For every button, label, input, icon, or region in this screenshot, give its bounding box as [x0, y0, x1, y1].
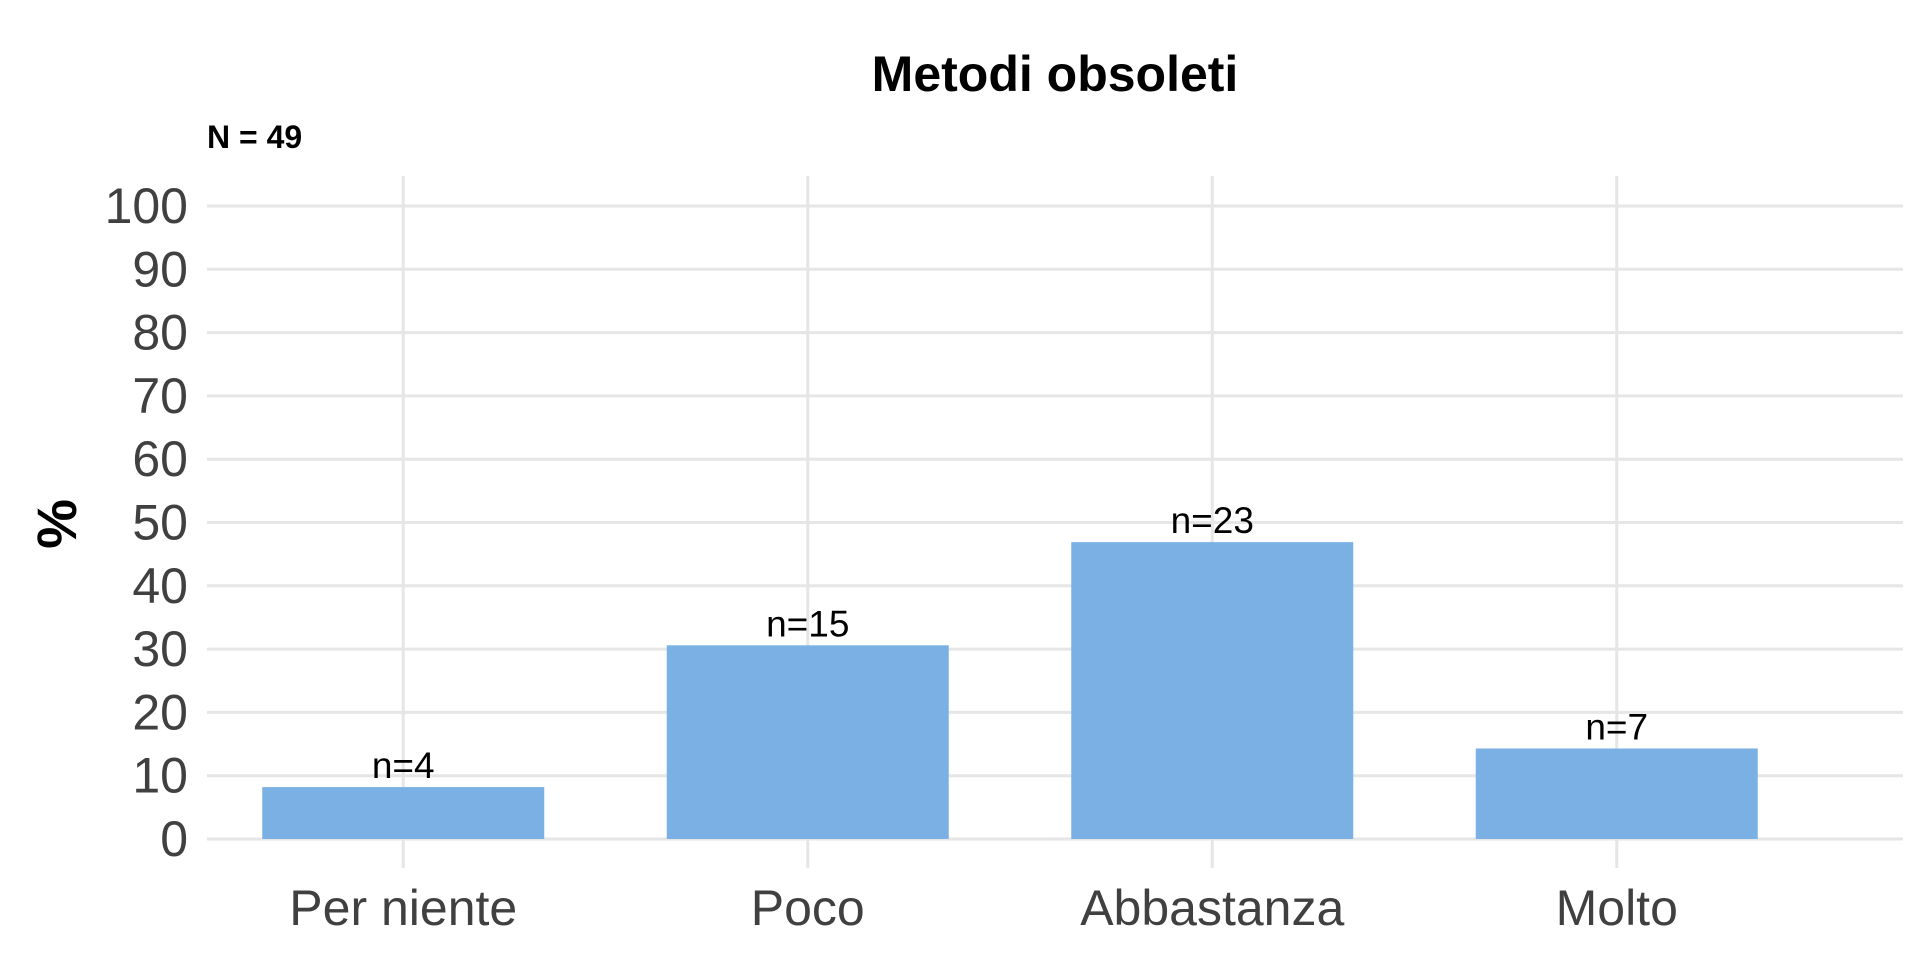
y-tick-label-40: 40 [132, 558, 188, 614]
data-label-per-niente: n=4 [372, 745, 435, 786]
y-tick-label-90: 90 [132, 241, 188, 297]
y-tick-label-60: 60 [132, 431, 188, 487]
x-tick-label-poco: Poco [751, 880, 865, 936]
y-tick-label-30: 30 [132, 621, 188, 677]
y-tick-label-0: 0 [160, 811, 188, 867]
data-label-molto: n=7 [1585, 706, 1648, 747]
data-label-poco: n=15 [766, 603, 849, 644]
y-tick-label-50: 50 [132, 495, 188, 551]
y-tick-label-20: 20 [132, 684, 188, 740]
bar-poco [666, 645, 949, 839]
x-tick-label-per-niente: Per niente [289, 880, 517, 936]
bar-per-niente [262, 787, 545, 839]
y-tick-label-80: 80 [132, 305, 188, 361]
x-tick-label-abbastanza: Abbastanza [1080, 880, 1344, 936]
bar-abbastanza [1071, 542, 1354, 839]
y-tick-label-10: 10 [132, 748, 188, 804]
chart-subtitle: N = 49 [207, 119, 302, 155]
bar-molto [1475, 748, 1758, 839]
y-tick-label-100: 100 [105, 178, 188, 234]
y-tick-label-70: 70 [132, 368, 188, 424]
x-tick-layer: Per niente Poco Abbastanza Molto [289, 880, 1678, 936]
x-tick-label-molto: Molto [1556, 880, 1678, 936]
data-label-abbastanza: n=23 [1171, 500, 1254, 541]
chart-title: Metodi obsoleti [872, 46, 1239, 102]
y-tick-layer: 0 10 20 30 40 50 60 70 80 90 100 [105, 178, 188, 867]
data-label-layer: n=4 n=15 n=23 n=7 [372, 500, 1648, 786]
y-axis-label: % [25, 499, 88, 549]
bar-layer [262, 542, 1758, 839]
